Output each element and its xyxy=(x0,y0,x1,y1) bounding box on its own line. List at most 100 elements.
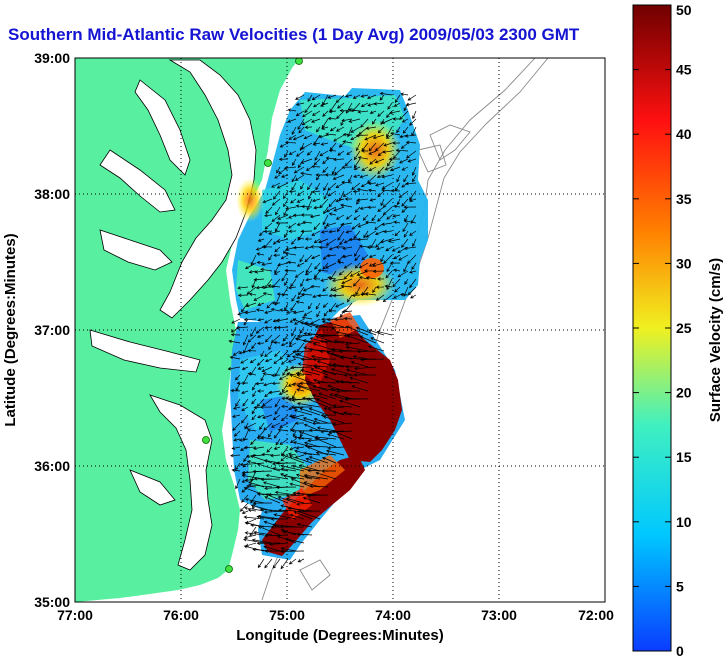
velocity-arrow xyxy=(264,534,289,538)
radar-site-4 xyxy=(225,565,233,573)
velocity-arrow xyxy=(278,390,289,396)
velocity-arrow xyxy=(297,402,321,408)
velocity-arrow xyxy=(317,268,329,273)
velocity-arrow xyxy=(327,116,337,121)
velocity-arrow xyxy=(394,230,401,237)
velocity-arrow xyxy=(404,134,417,138)
y-tick: 35:00 xyxy=(34,594,70,610)
velocity-arrow xyxy=(301,204,313,209)
velocity-arrow xyxy=(264,390,273,398)
velocity-arrow xyxy=(246,484,257,488)
velocity-arrow xyxy=(352,355,369,360)
velocity-arrow xyxy=(295,102,305,106)
velocity-arrow xyxy=(328,229,337,234)
velocity-arrow xyxy=(321,469,336,473)
velocity-arrow xyxy=(257,389,264,393)
velocity-arrow xyxy=(296,510,321,520)
velocity-arrow xyxy=(329,126,337,132)
velocity-arrow xyxy=(304,237,313,241)
velocity-arrow xyxy=(304,125,313,130)
velocity-arrow xyxy=(365,230,377,238)
velocity-arrow xyxy=(346,334,369,344)
velocity-arrow xyxy=(293,435,313,440)
velocity-arrow xyxy=(264,358,273,363)
velocity-arrow xyxy=(295,110,305,117)
velocity-arrow xyxy=(354,254,361,262)
velocity-arrow xyxy=(341,310,353,314)
velocity-arrow xyxy=(253,294,265,301)
velocity-arrow xyxy=(302,220,313,225)
velocity-arrow xyxy=(299,381,321,386)
radar-site-markers xyxy=(202,58,303,573)
velocity-arrow xyxy=(311,110,321,116)
velocity-arrow xyxy=(305,457,321,464)
velocity-arrow xyxy=(293,409,313,416)
velocity-arrow xyxy=(257,318,265,322)
velocity-arrow xyxy=(280,549,305,554)
velocity-arrow xyxy=(402,222,409,233)
velocity-arrow xyxy=(290,477,313,488)
velocity-arrow xyxy=(380,198,385,207)
velocity-arrow xyxy=(322,166,329,174)
velocity-arrow xyxy=(277,262,289,267)
velocity-arrow xyxy=(412,110,417,120)
velocity-arrow xyxy=(399,292,409,297)
velocity-arrow xyxy=(327,433,345,440)
velocity-arrow xyxy=(338,270,345,276)
velocity-arrow xyxy=(330,367,353,376)
velocity-arrow xyxy=(251,414,257,421)
velocity-arrow xyxy=(274,350,281,358)
velocity-arrow xyxy=(290,415,313,424)
velocity-arrow xyxy=(279,525,304,529)
velocity-arrow xyxy=(282,366,289,376)
velocity-arrow xyxy=(247,348,257,353)
velocity-arrow xyxy=(256,462,281,472)
velocity-arrow xyxy=(271,301,281,305)
velocity-arrow xyxy=(295,371,313,376)
velocity-arrow xyxy=(399,158,409,164)
velocity-arrow xyxy=(248,292,257,296)
velocity-arrow xyxy=(293,511,313,520)
velocity-arrow xyxy=(353,158,361,169)
velocity-arrow xyxy=(318,245,329,250)
velocity-arrow xyxy=(263,229,273,234)
velocity-arrow xyxy=(365,276,377,280)
velocity-arrow xyxy=(292,134,305,141)
velocity-arrow xyxy=(313,102,321,108)
velocity-arrow xyxy=(300,368,321,376)
x-tick: 75:00 xyxy=(269,607,305,623)
velocity-arrow xyxy=(377,150,385,157)
velocity-arrow xyxy=(404,278,409,285)
velocity-arrow xyxy=(289,373,313,384)
velocity-arrow xyxy=(401,118,409,123)
velocity-arrow xyxy=(389,110,401,115)
velocity-arrow xyxy=(280,414,289,422)
velocity-arrow xyxy=(262,292,273,296)
velocity-arrow xyxy=(264,325,273,330)
velocity-arrow xyxy=(350,126,361,133)
velocity-arrow xyxy=(311,254,321,260)
velocity-arrow xyxy=(296,532,313,536)
velocity-arrow xyxy=(273,253,281,258)
velocity-arrow xyxy=(243,445,257,450)
velocity-arrow xyxy=(349,270,361,277)
velocity-arrow xyxy=(291,174,297,183)
velocity-arrow xyxy=(287,118,297,123)
velocity-arrow xyxy=(246,428,257,432)
velocity-arrow xyxy=(325,238,337,246)
velocity-arrow xyxy=(322,456,337,464)
velocity-arrow xyxy=(387,238,401,243)
velocity-arrow xyxy=(260,350,265,358)
velocity-arrow xyxy=(307,438,329,443)
velocity-arrow xyxy=(295,300,305,304)
velocity-arrow xyxy=(254,270,265,274)
velocity-arrow xyxy=(265,206,273,214)
velocity-arrow xyxy=(301,315,313,320)
velocity-arrow xyxy=(382,294,393,303)
velocity-arrow xyxy=(328,109,337,114)
velocity-arrow xyxy=(336,110,345,120)
velocity-arrow xyxy=(296,198,305,203)
high-velocity-jet-central xyxy=(305,318,402,462)
velocity-arrow xyxy=(403,205,417,209)
